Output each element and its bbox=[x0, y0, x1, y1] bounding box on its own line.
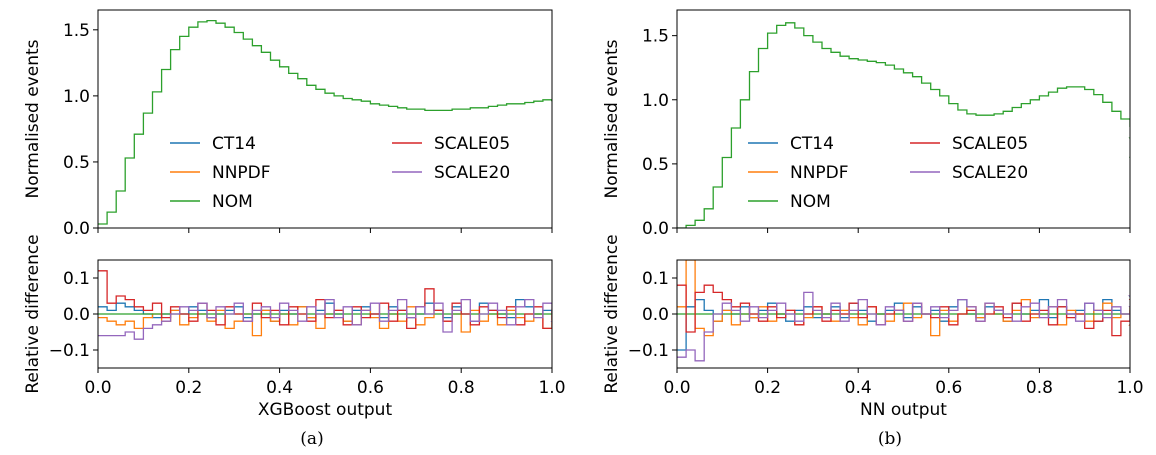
bottom-ylabel: Relative difference bbox=[23, 234, 43, 393]
xlabel: NN output bbox=[860, 400, 947, 420]
xtick-label: 0.0 bbox=[663, 378, 690, 398]
top-axes-frame bbox=[97, 9, 553, 229]
legend-label-scale05: SCALE05 bbox=[434, 134, 510, 154]
top-ylabel: Normalised events bbox=[602, 39, 622, 198]
xlabel: XGBoost output bbox=[258, 400, 393, 420]
top-ytick-label: 1.0 bbox=[642, 91, 669, 111]
legend-label-nnpdf: NNPDF bbox=[790, 163, 849, 183]
panel-a: 0.0 0.5 1.0 1.5 Normalised events 0.1 0.0 −0.1 R… bbox=[23, 9, 566, 420]
legend-label-scale05: SCALE05 bbox=[952, 134, 1028, 154]
xtick-label: 0.6 bbox=[935, 378, 962, 398]
top-ytick-label: 0.5 bbox=[642, 155, 669, 175]
top-ytick-label: 0.5 bbox=[63, 153, 90, 173]
top-ylabel: Normalised events bbox=[23, 39, 43, 198]
top-series-nom bbox=[677, 22, 1130, 228]
bottom-ytick-label: −0.1 bbox=[628, 341, 669, 361]
xtick-label: 0.6 bbox=[357, 378, 384, 398]
bottom-ytick-label: 0.1 bbox=[642, 269, 669, 289]
legend-label-scale20: SCALE20 bbox=[952, 163, 1028, 183]
top-series-group bbox=[98, 19, 552, 225]
top-series-nom bbox=[98, 19, 552, 225]
bottom-series-scale20 bbox=[677, 291, 1130, 362]
top-ytick-label: 1.5 bbox=[642, 27, 669, 47]
panel-b: 0.0 0.5 1.0 1.5 Normalised events 0.1 0.0 −0.1 R… bbox=[602, 9, 1144, 420]
bottom-ylabel: Relative difference bbox=[602, 234, 622, 393]
legend-label-ct14: CT14 bbox=[790, 134, 834, 154]
caption-b: (b) bbox=[878, 429, 902, 449]
legend-label-nom: NOM bbox=[790, 192, 831, 212]
bottom-ytick-label: 0.0 bbox=[642, 305, 669, 325]
xtick-label: 0.0 bbox=[84, 378, 111, 398]
xtick-label: 0.8 bbox=[448, 378, 475, 398]
top-ytick-label: 1.5 bbox=[63, 21, 90, 41]
bottom-series-scale20 bbox=[98, 298, 552, 340]
legend: CT14 NNPDF NOM SCALE05 SCALE20 bbox=[748, 134, 1028, 212]
top-ytick-label: 0.0 bbox=[63, 219, 90, 239]
xtick-label: 1.0 bbox=[538, 378, 565, 398]
bottom-series-group bbox=[677, 260, 1130, 362]
legend: CT14 NNPDF NOM SCALE05 SCALE20 bbox=[170, 134, 510, 212]
xtick-label: 0.2 bbox=[175, 378, 202, 398]
legend-label-scale20: SCALE20 bbox=[434, 163, 510, 183]
xtick-label: 0.2 bbox=[754, 378, 781, 398]
bottom-series-group bbox=[98, 270, 552, 340]
xtick-label: 0.8 bbox=[1026, 378, 1053, 398]
legend-label-nom: NOM bbox=[212, 192, 253, 212]
legend-label-nnpdf: NNPDF bbox=[212, 163, 271, 183]
legend-label-ct14: CT14 bbox=[212, 134, 256, 154]
bottom-series-scale05 bbox=[98, 270, 552, 333]
top-axes-frame bbox=[676, 9, 1131, 229]
top-ytick-label: 0.0 bbox=[642, 219, 669, 239]
xtick-label: 0.4 bbox=[266, 378, 293, 398]
top-series-group bbox=[677, 22, 1130, 228]
bottom-ytick-label: 0.0 bbox=[63, 305, 90, 325]
xtick-label: 0.4 bbox=[845, 378, 872, 398]
xtick-label: 1.0 bbox=[1116, 378, 1143, 398]
bottom-ytick-label: −0.1 bbox=[49, 341, 90, 361]
caption-a: (a) bbox=[300, 429, 323, 449]
bottom-ytick-label: 0.1 bbox=[63, 269, 90, 289]
top-ytick-label: 1.0 bbox=[63, 87, 90, 107]
